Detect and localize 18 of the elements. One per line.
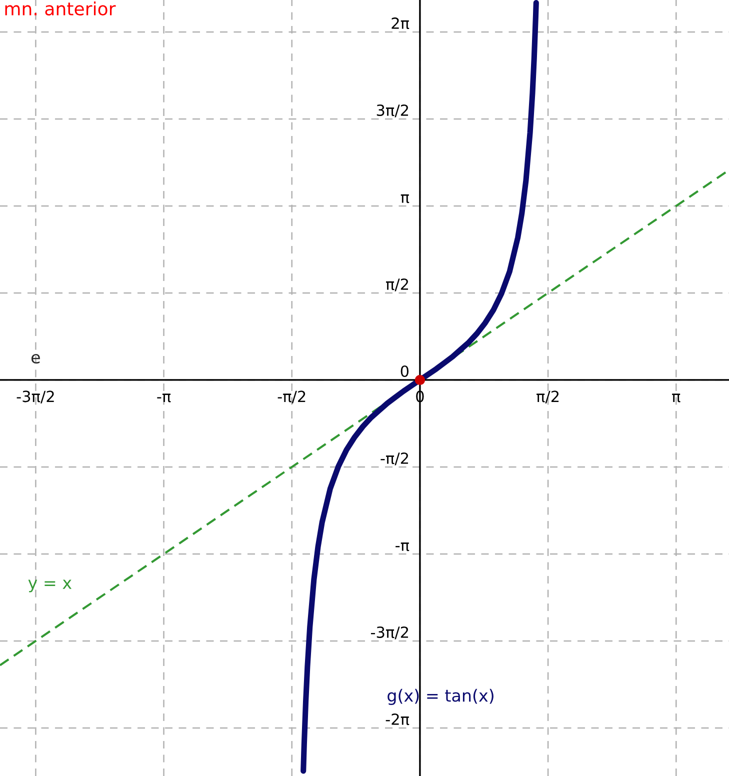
x-tick-label: -π/2 [278, 390, 306, 404]
y-tick-label: 2π [392, 17, 410, 30]
y-tick-label: π/2 [386, 278, 408, 292]
y-tick-label: -π/2 [380, 452, 408, 466]
x-tick-label: -3π/2 [16, 390, 54, 404]
y-tick-label: π [400, 194, 410, 204]
x-tick-label: π [672, 394, 680, 402]
y-tick-label: 0 [400, 365, 409, 378]
text: g(x) = tan(x) [388, 688, 494, 706]
annotation: mn. anterior [5, 2, 116, 16]
annotation: e [31, 354, 40, 364]
y-tick-label: -2π [386, 713, 410, 726]
y-tick-label: 3π/2 [376, 104, 408, 118]
y-tick-label: -π [396, 542, 410, 552]
y-tick-label: -3π/2 [370, 626, 408, 640]
x-tick-label: -π [157, 394, 171, 402]
x-tick-label: π/2 [536, 390, 559, 404]
series-label: y = x [28, 580, 72, 592]
